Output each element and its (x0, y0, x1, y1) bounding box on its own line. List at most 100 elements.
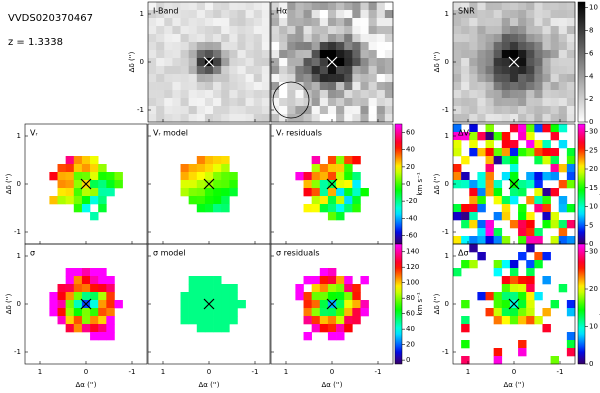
map-pixel (237, 74, 246, 83)
map-pixel (501, 74, 511, 83)
map-pixel (501, 58, 511, 67)
map-pixel (493, 236, 503, 245)
map-pixel (509, 50, 519, 59)
map-pixel (477, 26, 486, 35)
map-pixel (81, 196, 91, 205)
y-axis-label: Δδ ('') (433, 51, 441, 72)
map-pixel (148, 66, 157, 75)
map-pixel (558, 140, 568, 149)
map-pixel (287, 58, 296, 67)
map-pixel (509, 276, 519, 285)
map-pixel (156, 82, 165, 91)
map-pixel (73, 164, 83, 173)
map-pixel (518, 58, 527, 67)
x-tick-label: -1 (252, 368, 259, 376)
map-pixel (526, 58, 535, 67)
map-pixel (49, 292, 58, 301)
map-pixel (368, 90, 378, 99)
map-pixel (327, 26, 337, 35)
map-pixel (558, 66, 568, 75)
map-pixel (221, 50, 230, 59)
map-pixel (261, 74, 271, 83)
map-pixel (461, 90, 470, 99)
map-pixel (180, 164, 189, 173)
map-pixel (311, 196, 321, 205)
map-pixel (81, 204, 91, 213)
map-pixel (485, 98, 494, 107)
y-tick-label: -1 (14, 228, 21, 236)
map-pixel (196, 34, 206, 43)
map-pixel (485, 156, 494, 165)
map-pixel (65, 196, 75, 205)
map-pixel (558, 34, 568, 43)
map-pixel (542, 34, 551, 43)
map-pixel (376, 74, 386, 83)
map-pixel (485, 172, 494, 181)
map-pixel (180, 106, 189, 115)
map-pixel (213, 26, 222, 35)
colorbar-tick-label: 80 (406, 294, 415, 302)
map-pixel (453, 114, 462, 123)
map-pixel (180, 300, 189, 309)
center-marker (508, 178, 520, 190)
map-pixel (566, 164, 576, 173)
map-pixel (319, 114, 329, 123)
map-pixel (336, 98, 345, 107)
map-pixel (221, 34, 230, 43)
map-pixel (57, 284, 66, 293)
map-pixel (327, 66, 337, 75)
map-pixel (172, 114, 181, 123)
map-pixel (558, 10, 568, 19)
map-pixel (384, 106, 394, 115)
map-pixel (501, 66, 511, 75)
map-pixel (49, 172, 58, 181)
y-tick-label: 1 (140, 10, 144, 18)
panel-title: Δσ (458, 249, 469, 258)
map-pixel (469, 180, 478, 189)
map-pixel (295, 292, 304, 301)
map-pixel (114, 300, 123, 309)
map-pixel (477, 180, 486, 189)
map-pixel (469, 2, 478, 11)
map-pixel (81, 188, 91, 197)
map-pixel (336, 26, 345, 35)
map-pixel (485, 34, 494, 43)
map-pixel (90, 332, 99, 341)
map-pixel (229, 42, 238, 51)
map-pixel (461, 316, 470, 325)
map-pixel (509, 42, 519, 51)
map-pixel (156, 50, 165, 59)
map-pixel (98, 292, 107, 301)
map-pixel (253, 58, 263, 67)
map-pixel (336, 324, 345, 333)
map-pixel (319, 90, 329, 99)
map-pixel (196, 204, 206, 213)
map-pixel (261, 34, 271, 43)
map-pixel (461, 2, 470, 11)
map-pixel (311, 82, 321, 91)
map-pixel (188, 292, 198, 301)
map-pixel (550, 172, 560, 181)
map-pixel (221, 172, 230, 181)
map-pixel (566, 66, 576, 75)
map-pixel (213, 34, 222, 43)
map-pixel (73, 316, 83, 325)
map-pixel (518, 284, 527, 293)
map-pixel (534, 106, 543, 115)
map-pixel (156, 18, 165, 27)
map-pixel (384, 58, 394, 67)
map-pixel (344, 292, 353, 301)
colorbar-tick-label: 20 (406, 341, 415, 349)
map-pixel (469, 114, 478, 123)
map-pixel (188, 308, 198, 317)
map-pixel (360, 276, 369, 285)
colorbar-tick-label: 140 (406, 248, 419, 256)
colorbar (577, 1, 586, 123)
map-pixel (204, 188, 214, 197)
map-pixel (229, 90, 238, 99)
map-pixel (311, 74, 321, 83)
map-pixel (384, 90, 394, 99)
map-pixel (295, 50, 304, 59)
map-pixel (336, 212, 345, 221)
map-pixel (73, 180, 83, 189)
